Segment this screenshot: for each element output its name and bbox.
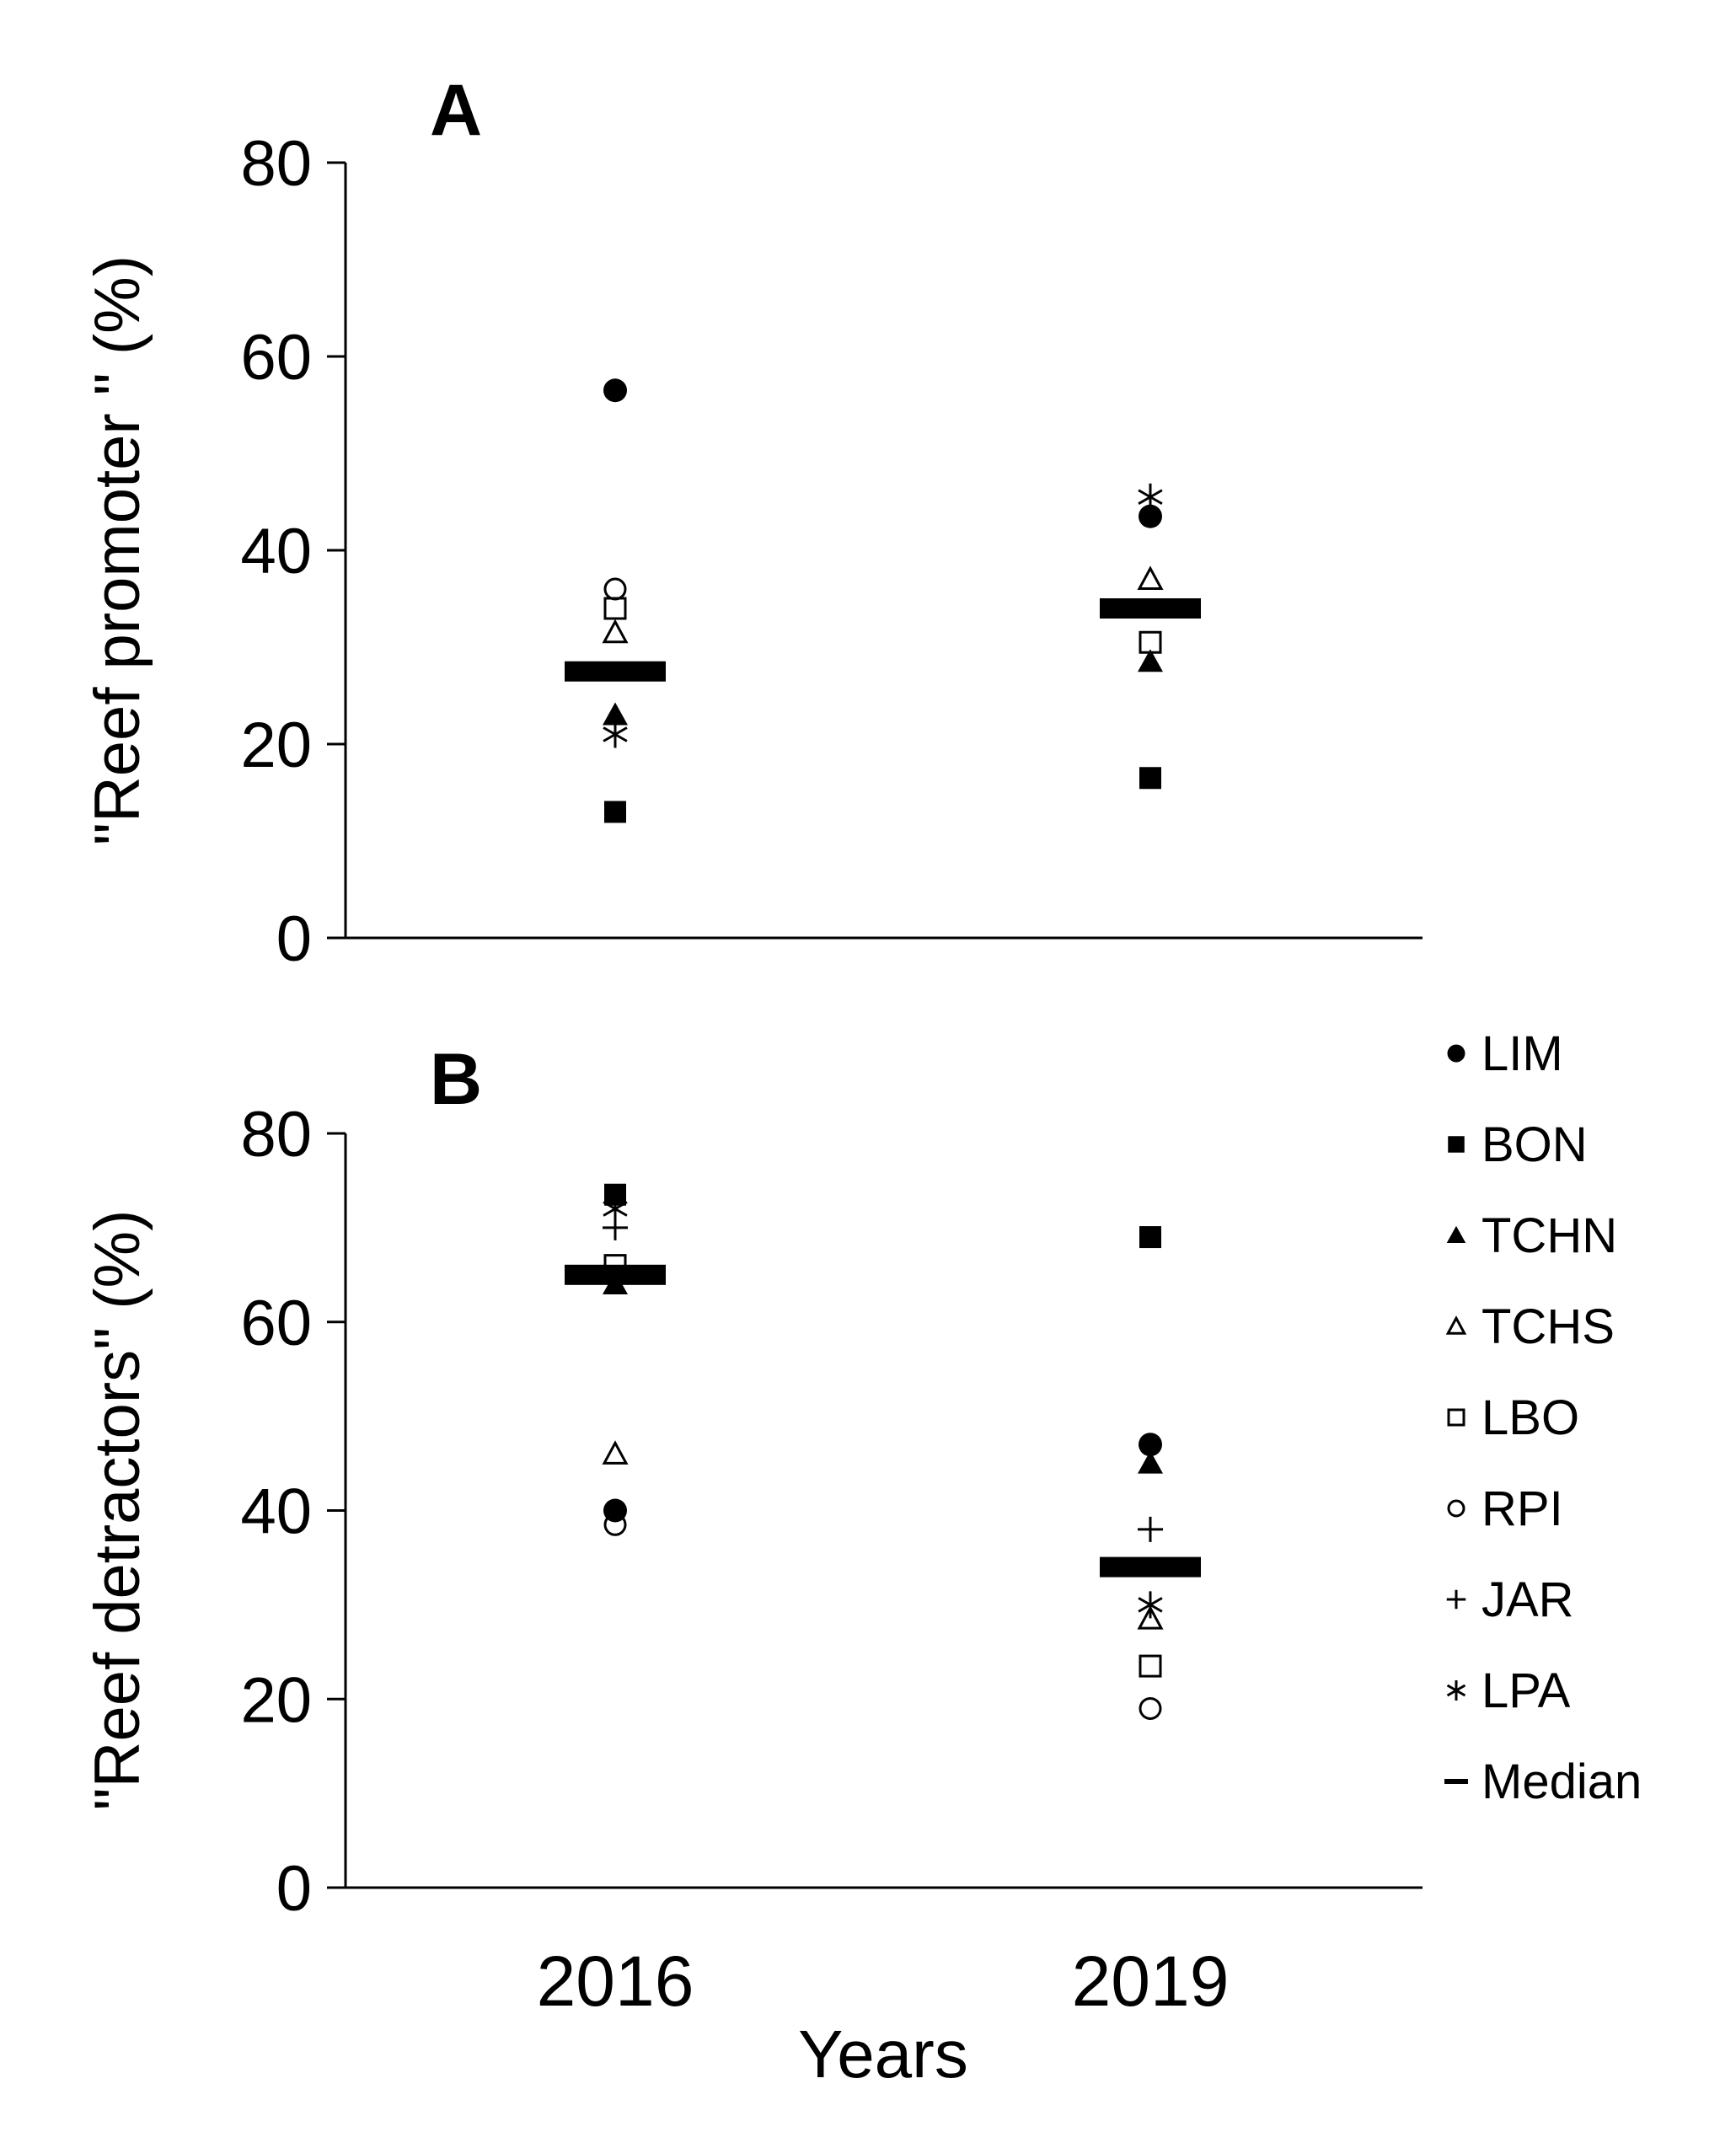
- legend-item-rpi: RPI: [1447, 1481, 1563, 1536]
- legend-label: TCHS: [1481, 1299, 1615, 1354]
- legend-item-lpa: LPA: [1446, 1663, 1571, 1718]
- legend-label: LBO: [1481, 1390, 1579, 1445]
- point-lbo-2019: [1139, 1654, 1162, 1678]
- legend-item-tchn: TCHN: [1446, 1208, 1617, 1263]
- point-lpa-2016: [603, 1195, 628, 1223]
- legend-label: LIM: [1481, 1026, 1563, 1081]
- point-tchs-2019: [1137, 565, 1164, 590]
- series-jar: [603, 1214, 1163, 1542]
- series-bon: [604, 1183, 1161, 1249]
- legend-label: BON: [1481, 1117, 1588, 1172]
- series-lpa: [603, 1195, 1163, 1619]
- series-tchn: [603, 649, 1163, 726]
- legend-item-tchs: TCHS: [1445, 1299, 1615, 1354]
- series-lim: [603, 378, 1162, 528]
- y-tick-label: 20: [240, 710, 312, 781]
- series-median: [565, 598, 1201, 682]
- series-bon: [604, 767, 1161, 823]
- y-tick-label: 0: [276, 1853, 312, 1925]
- point-median-2016: [565, 1264, 666, 1285]
- x-axis-label: Years: [798, 2017, 968, 2092]
- point-lim-2016: [603, 378, 627, 403]
- legend-marker-jar: [1446, 1589, 1466, 1610]
- series-lbo: [603, 597, 1162, 654]
- point-bon-2019: [1139, 1226, 1161, 1249]
- y-tick-label: 20: [240, 1664, 312, 1736]
- legend-marker-rpi: [1447, 1499, 1465, 1518]
- series-rpi: [603, 1513, 1162, 1720]
- point-lpa-2019: [1138, 483, 1163, 511]
- series-lbo: [603, 1254, 1162, 1678]
- point-median-2016: [565, 661, 666, 682]
- point-tchn-2016: [603, 702, 628, 726]
- y-tick-label: 0: [276, 903, 312, 975]
- y-tick-label: 60: [240, 322, 312, 394]
- series-tchn: [603, 1272, 1163, 1474]
- point-median-2019: [1100, 598, 1201, 619]
- panel-letter: B: [430, 1039, 482, 1120]
- legend-item-jar: JAR: [1446, 1572, 1574, 1627]
- point-bon-2016: [604, 801, 626, 823]
- panel-b: B 0 20 40 60 80 "Reef detractors" (%) 2016 2019 Y…: [82, 1039, 1423, 2092]
- point-jar-2019: [1138, 1516, 1163, 1542]
- legend-marker-tchs: [1445, 1315, 1467, 1335]
- y-tick-label: 80: [240, 1099, 312, 1170]
- series-lpa: [603, 483, 1163, 748]
- panel-letter: A: [430, 70, 482, 151]
- y-tick-label: 80: [240, 128, 312, 200]
- point-lbo-2019: [1139, 630, 1162, 654]
- panel-a: A 0 20 40 60 80 "Reef promoter " (%): [82, 70, 1423, 975]
- series-lim: [603, 1433, 1162, 1523]
- legend-item-bon: BON: [1448, 1117, 1588, 1172]
- point-lim-2019: [1139, 1433, 1162, 1457]
- series-tchs: [602, 1440, 1164, 1630]
- point-rpi-2016: [603, 577, 627, 601]
- legend-item-lim: LIM: [1447, 1026, 1563, 1081]
- legend-item-lbo: LBO: [1447, 1390, 1579, 1445]
- legend-marker-lpa: [1446, 1680, 1466, 1701]
- point-median-2019: [1100, 1556, 1201, 1578]
- legend-label: LPA: [1481, 1663, 1571, 1718]
- point-rpi-2016: [603, 1513, 627, 1536]
- legend-label: Median: [1481, 1754, 1642, 1809]
- point-tchs-2016: [602, 619, 629, 644]
- x-tick-label: 2016: [537, 1942, 694, 2021]
- legend-label: JAR: [1481, 1572, 1574, 1627]
- y-tick-label: 60: [240, 1288, 312, 1359]
- point-bon-2019: [1139, 767, 1161, 790]
- legend-marker-tchn: [1446, 1225, 1466, 1243]
- legend: LIM BON TCHN TCHS LBO RPI JAR LPA Median: [1444, 1026, 1642, 1809]
- point-tchn-2019: [1138, 649, 1163, 672]
- legend-marker-lbo: [1447, 1408, 1465, 1427]
- legend-marker-lim: [1447, 1044, 1465, 1063]
- x-tick-label: 2019: [1072, 1942, 1230, 2021]
- point-lpa-2019: [1138, 1591, 1163, 1619]
- legend-marker-bon: [1448, 1136, 1465, 1153]
- y-tick-label: 40: [240, 516, 312, 587]
- series-rpi: [603, 577, 627, 601]
- point-lbo-2016: [603, 597, 627, 620]
- point-tchs-2016: [602, 1440, 629, 1465]
- legend-label: TCHN: [1481, 1208, 1617, 1263]
- legend-marker-median: [1444, 1779, 1468, 1784]
- legend-item-median: Median: [1444, 1754, 1642, 1809]
- point-lim-2019: [1139, 504, 1162, 528]
- series-tchs: [602, 565, 1164, 644]
- point-rpi-2019: [1139, 1696, 1162, 1720]
- legend-label: RPI: [1481, 1481, 1563, 1536]
- series-median: [565, 1264, 1201, 1578]
- point-lpa-2016: [603, 720, 628, 748]
- y-axis-label: "Reef detractors" (%): [82, 1210, 153, 1811]
- point-tchs-2019: [1137, 1605, 1164, 1630]
- point-tchn-2019: [1138, 1450, 1163, 1474]
- y-tick-label: 40: [240, 1476, 312, 1548]
- y-axis-label: "Reef promoter " (%): [82, 255, 153, 845]
